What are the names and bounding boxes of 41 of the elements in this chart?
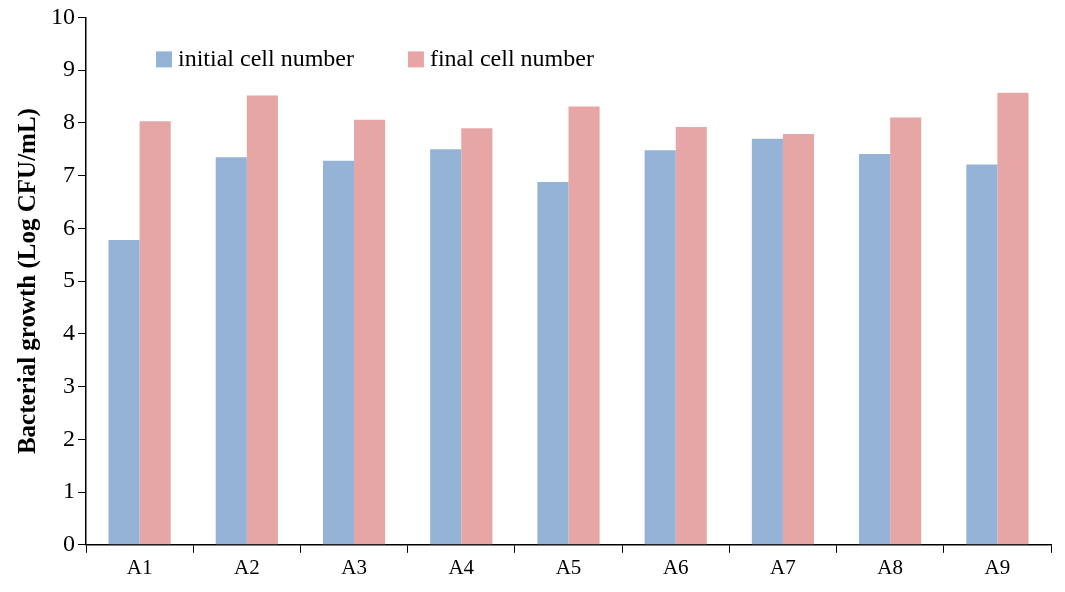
x-tick-label: A9 — [984, 554, 1011, 579]
bar — [997, 92, 1029, 545]
bar — [966, 164, 998, 545]
y-tick-label: 4 — [63, 319, 75, 346]
y-tick-label: 3 — [63, 371, 75, 398]
y-tick-label: 9 — [63, 55, 75, 82]
x-tick-label: A3 — [341, 554, 367, 579]
bar — [246, 95, 278, 545]
bar — [354, 119, 386, 545]
bar — [644, 150, 676, 545]
y-tick-label: 2 — [63, 424, 75, 451]
x-tick-label: A5 — [555, 554, 582, 579]
y-tick-label: 5 — [63, 266, 75, 293]
y-tick-label: 7 — [63, 160, 75, 187]
y-tick-label: 10 — [51, 2, 75, 29]
y-tick-label: 1 — [63, 477, 75, 504]
y-tick-label: 8 — [63, 108, 75, 135]
y-tick-label: 0 — [63, 530, 75, 557]
bar — [430, 149, 462, 545]
bar — [215, 157, 247, 545]
bar — [461, 128, 493, 545]
x-tick-label: A1 — [126, 554, 153, 579]
y-axis-title: Bacterial growth (Log CFU/mL) — [13, 108, 42, 455]
bar — [322, 160, 355, 545]
x-tick-label: A6 — [662, 554, 689, 579]
x-tick-label: A8 — [877, 554, 903, 579]
legend-label: initial cell number — [178, 44, 354, 71]
bar — [537, 181, 569, 545]
bar — [139, 121, 171, 545]
y-tick-label: 6 — [63, 213, 75, 240]
x-tick-label: A7 — [770, 554, 796, 579]
bar — [675, 127, 707, 545]
legend-label: final cell number — [429, 44, 594, 71]
bar — [751, 138, 783, 545]
bar — [859, 154, 891, 545]
bar — [568, 106, 600, 545]
bar — [108, 239, 140, 545]
bar — [890, 117, 922, 545]
x-tick-label: A4 — [448, 554, 475, 579]
x-tick-label: A2 — [234, 554, 260, 579]
bar — [782, 133, 815, 545]
